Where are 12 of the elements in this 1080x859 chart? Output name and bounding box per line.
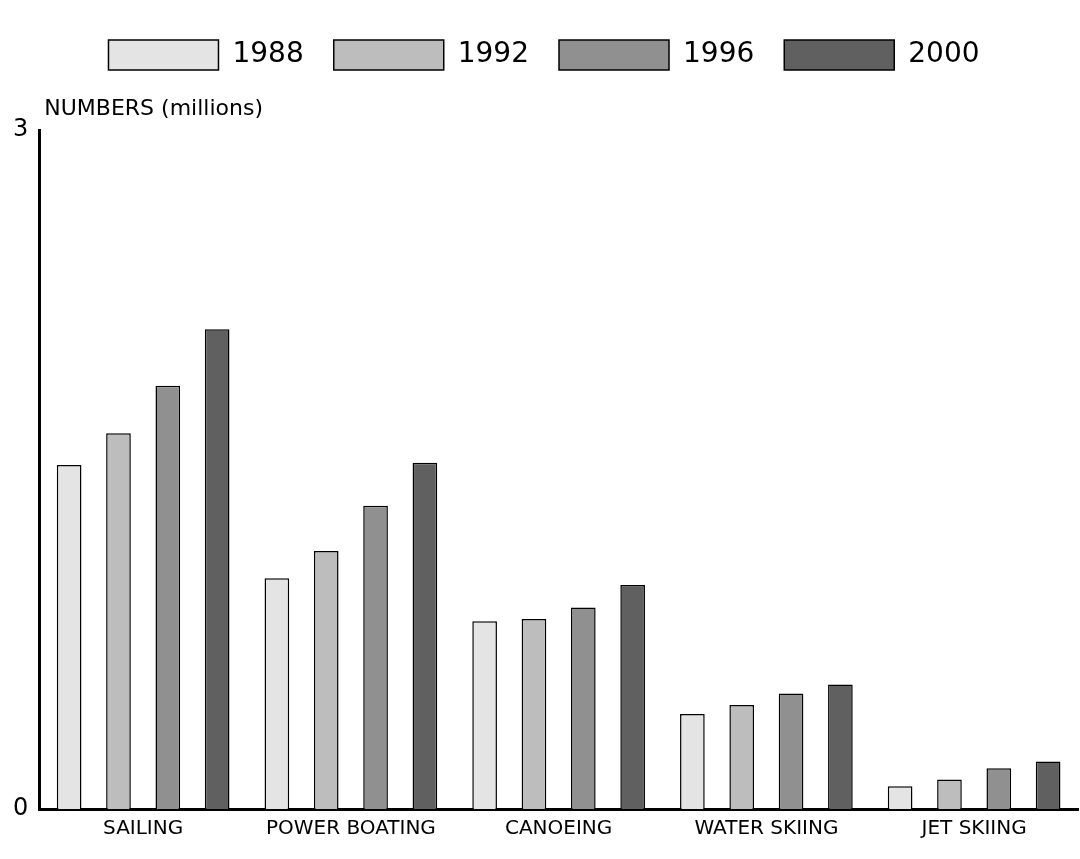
x-tick-label: POWER BOATING [265, 815, 436, 840]
x-tick-label: CANOEING [504, 815, 613, 840]
y-axis-title: NUMBERS (millions) [44, 94, 263, 120]
x-tick-label: JET SKIING [919, 815, 1027, 840]
y-tick-label: 0 [12, 793, 29, 822]
legend-label: 1988 [232, 36, 304, 70]
y-tick-label: 3 [12, 114, 29, 143]
legend-label: 1992 [457, 36, 530, 70]
legend-label: 1996 [683, 36, 755, 70]
x-tick-label: WATER SKIING [694, 815, 839, 840]
x-tick-label: SAILING [103, 815, 184, 840]
legend-label: 2000 [908, 36, 980, 70]
